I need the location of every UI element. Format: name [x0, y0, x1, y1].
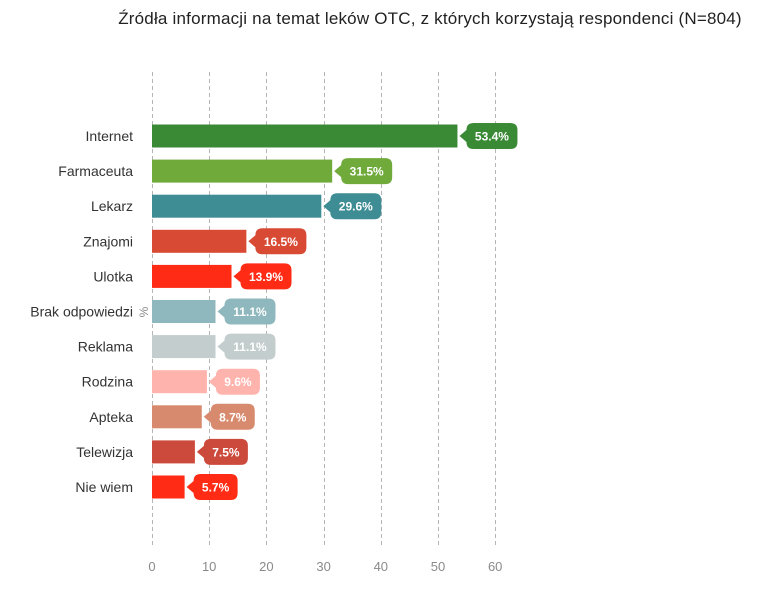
bar: [152, 335, 216, 359]
bar: [152, 300, 216, 323]
bar: [152, 405, 202, 429]
category-label: Rodzina: [82, 374, 134, 390]
data-label-bubble: [323, 193, 382, 220]
data-label-bubble: [334, 158, 393, 185]
bar: [152, 440, 195, 464]
bar: [152, 475, 185, 499]
data-label: 7.5%: [212, 445, 240, 459]
data-label-bubble: [196, 438, 248, 465]
category-label: Znajomi: [83, 233, 133, 249]
bars: 53.4% 31.5% 29.6% 16.5% 13.9% 11.1% 11.1% 9.6% 8…: [152, 123, 518, 500]
data-label: 13.9%: [249, 270, 283, 284]
data-label-bubble: [217, 333, 276, 360]
category-label: Brak odpowiedzi: [30, 304, 133, 320]
bar: [152, 370, 207, 394]
data-label-bubble: [248, 228, 307, 255]
data-label-bubble: [208, 368, 260, 395]
data-label: 11.1%: [233, 305, 267, 319]
data-label: 29.6%: [339, 200, 373, 214]
data-label-bubble: [233, 263, 292, 290]
x-axis-ticks: 0 10 20 30 40 50 60: [148, 559, 502, 574]
data-label-bubble: [203, 403, 255, 430]
bar: [152, 124, 458, 148]
data-label: 9.6%: [224, 375, 252, 389]
chart-title: Źródła informacji na temat leków OTC, z …: [118, 9, 742, 28]
unit-label: %: [137, 306, 151, 317]
data-label-bubble: [459, 123, 518, 149]
category-label: Telewizja: [76, 444, 133, 460]
x-tick-label: 30: [316, 559, 330, 574]
category-label: Internet: [86, 128, 134, 144]
data-label: 11.1%: [233, 340, 267, 354]
x-tick-label: 50: [431, 559, 445, 574]
bar: [152, 194, 322, 218]
bar: [152, 229, 247, 253]
bar: [152, 264, 232, 288]
x-tick-label: 40: [374, 559, 388, 574]
category-label: Apteka: [89, 409, 133, 425]
category-labels: Internet Farmaceuta Lekarz Znajomi Ulotka Bra…: [30, 128, 133, 495]
category-label: Reklama: [78, 339, 133, 355]
category-label: Ulotka: [93, 268, 133, 284]
data-label: 53.4%: [475, 130, 509, 144]
x-tick-label: 20: [259, 559, 273, 574]
data-label-bubble: [217, 298, 276, 325]
bar: [152, 159, 333, 183]
data-label: 16.5%: [264, 235, 298, 249]
category-label: Farmaceuta: [58, 163, 133, 179]
x-tick-label: 60: [488, 559, 502, 574]
data-label-bubble: [186, 474, 238, 500]
data-label: 8.7%: [219, 410, 247, 424]
category-label: Lekarz: [91, 198, 133, 214]
x-tick-label: 10: [202, 559, 216, 574]
category-label: Nie wiem: [75, 479, 133, 495]
data-label: 31.5%: [350, 165, 384, 179]
data-label: 5.7%: [202, 481, 230, 495]
x-tick-label: 0: [148, 559, 155, 574]
